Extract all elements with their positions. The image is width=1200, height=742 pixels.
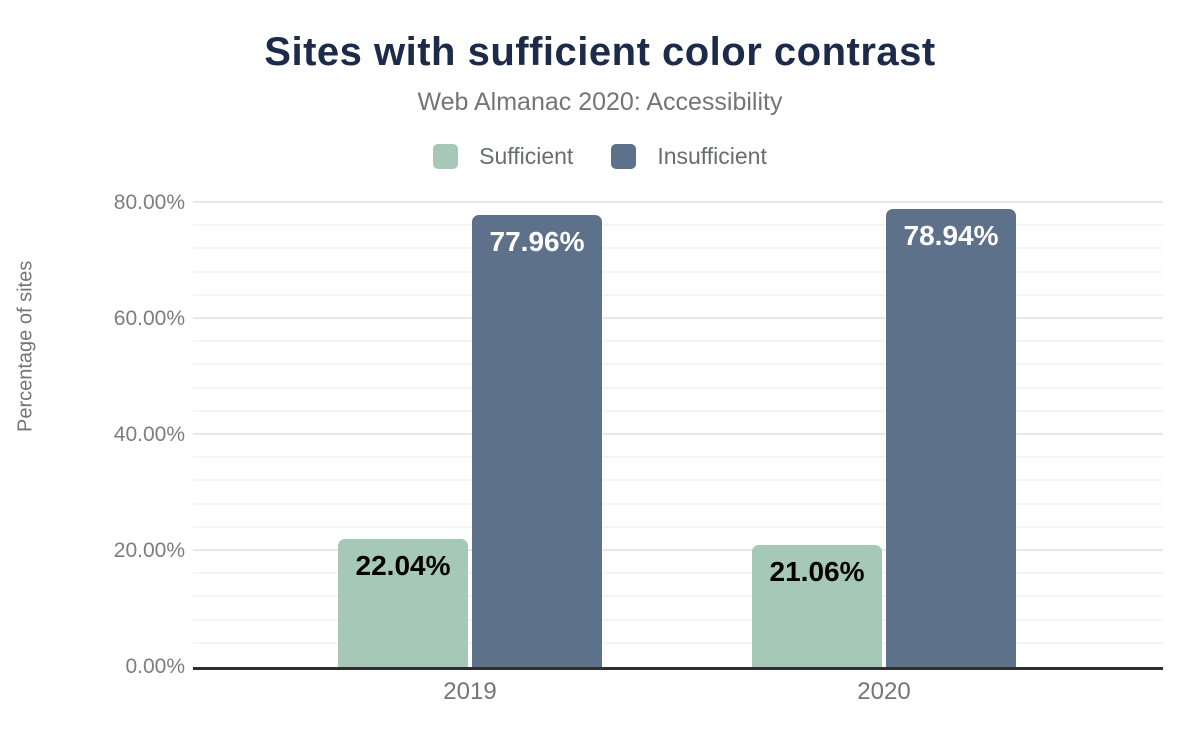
- legend: Sufficient Insufficient: [0, 143, 1200, 170]
- gridline-minor: [193, 479, 1163, 482]
- legend-label-insufficient: Insufficient: [657, 143, 767, 169]
- gridline-major: [193, 433, 1163, 435]
- legend-label-sufficient: Sufficient: [479, 143, 574, 169]
- gridline-minor: [193, 525, 1163, 528]
- gridline-minor: [193, 618, 1163, 621]
- gridline-minor: [193, 224, 1163, 227]
- chart-title: Sites with sufficient color contrast: [264, 30, 936, 74]
- x-axis-label-2020: 2020: [857, 678, 911, 705]
- y-axis-title: Percentage of sites: [14, 260, 37, 432]
- y-axis-tick-label: 80.00%: [113, 190, 185, 214]
- bar-value-label: 21.06%: [769, 555, 865, 587]
- gridline-minor: [193, 409, 1163, 412]
- legend-swatch-insufficient-icon: [611, 144, 637, 169]
- gridline-major: [193, 549, 1163, 551]
- gridline-minor: [193, 456, 1163, 459]
- bar-value-label: 22.04%: [355, 550, 451, 582]
- bar-2020-insufficient: 78.94%: [886, 209, 1016, 667]
- gridline-minor: [193, 340, 1163, 343]
- gridline-minor: [193, 363, 1163, 366]
- y-axis-tick-label: 20.00%: [113, 538, 185, 562]
- bar-2019-insufficient: 77.96%: [472, 214, 602, 667]
- x-axis-baseline: [193, 667, 1163, 670]
- x-axis-label-2019: 2019: [443, 678, 497, 705]
- gridline-minor: [193, 270, 1163, 273]
- gridline-minor: [193, 247, 1163, 250]
- gridline-minor: [193, 572, 1163, 575]
- y-axis-tick-label: 0.00%: [125, 655, 185, 678]
- legend-swatch-sufficient-icon: [433, 144, 459, 169]
- y-axis-tick-label: 60.00%: [113, 306, 185, 330]
- bar-2020-sufficient: 21.06%: [752, 544, 882, 667]
- gridline-minor: [193, 386, 1163, 389]
- gridline-minor: [193, 293, 1163, 296]
- y-axis-tick-label: 40.00%: [113, 422, 185, 446]
- bar-2019-sufficient: 22.04%: [338, 539, 468, 667]
- gridline-major: [193, 200, 1163, 203]
- chart-subtitle: Web Almanac 2020: Accessibility: [417, 88, 783, 116]
- gridline-minor: [193, 641, 1163, 644]
- gridline-minor: [193, 502, 1163, 505]
- gridline-minor: [193, 595, 1163, 598]
- legend-item-sufficient: Sufficient: [433, 143, 573, 170]
- bar-value-label: 78.94%: [903, 220, 999, 252]
- legend-item-insufficient: Insufficient: [611, 143, 767, 170]
- bar-value-label: 77.96%: [489, 225, 585, 257]
- plot-area: 22.04% 77.96% 21.06% 78.94%: [193, 185, 1163, 670]
- gridline-major: [193, 317, 1163, 319]
